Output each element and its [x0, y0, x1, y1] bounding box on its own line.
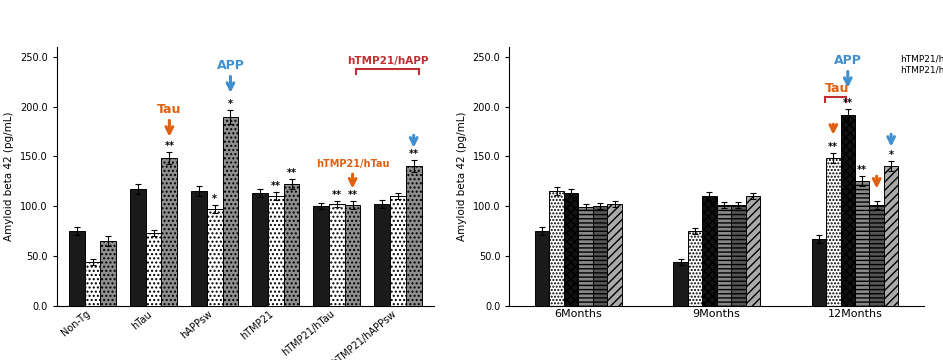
- Bar: [313, 206, 329, 306]
- Text: Tau: Tau: [824, 82, 849, 95]
- Bar: [855, 181, 869, 306]
- Text: **: **: [348, 190, 357, 200]
- Bar: [869, 205, 884, 306]
- Bar: [607, 204, 621, 306]
- Bar: [884, 166, 899, 306]
- Bar: [578, 207, 593, 306]
- Bar: [284, 184, 300, 306]
- Bar: [731, 205, 746, 306]
- Text: APP: APP: [217, 59, 244, 72]
- Bar: [746, 196, 760, 306]
- Text: APP: APP: [834, 54, 862, 67]
- Y-axis label: Amyloid beta 42 (pg/mL): Amyloid beta 42 (pg/mL): [5, 112, 14, 241]
- Bar: [593, 206, 607, 306]
- Bar: [190, 192, 207, 306]
- Bar: [812, 239, 826, 306]
- Bar: [550, 192, 564, 306]
- Bar: [673, 262, 687, 306]
- Bar: [564, 193, 578, 306]
- Bar: [130, 189, 145, 306]
- Bar: [687, 231, 703, 306]
- Text: *: *: [888, 150, 894, 161]
- Bar: [145, 233, 161, 306]
- Bar: [345, 205, 360, 306]
- Bar: [535, 231, 550, 306]
- Bar: [374, 204, 390, 306]
- Text: Tau: Tau: [157, 103, 182, 116]
- Text: **: **: [408, 149, 419, 159]
- Bar: [703, 196, 717, 306]
- Bar: [826, 158, 840, 306]
- Y-axis label: Amyloid beta 42 (pg/mL): Amyloid beta 42 (pg/mL): [457, 112, 467, 241]
- Bar: [390, 196, 405, 306]
- Text: *: *: [228, 99, 233, 109]
- Bar: [100, 241, 116, 306]
- Bar: [85, 262, 100, 306]
- Text: hTMP21/hTau: hTMP21/hTau: [316, 159, 389, 170]
- Text: **: **: [857, 165, 868, 175]
- Text: **: **: [287, 168, 296, 179]
- Text: **: **: [271, 181, 281, 192]
- Bar: [207, 209, 223, 306]
- Bar: [223, 117, 239, 306]
- Bar: [69, 231, 85, 306]
- Bar: [252, 193, 268, 306]
- Text: *: *: [212, 194, 217, 204]
- Bar: [161, 158, 177, 306]
- Text: hTMP21/hTau
hTMP21/hAPP: hTMP21/hTau hTMP21/hAPP: [900, 55, 943, 75]
- Text: **: **: [332, 190, 341, 200]
- Bar: [268, 196, 284, 306]
- Bar: [329, 204, 345, 306]
- Text: hTMP21/hAPP: hTMP21/hAPP: [347, 56, 428, 66]
- Text: **: **: [164, 141, 174, 152]
- Bar: [840, 114, 855, 306]
- Text: **: **: [828, 143, 838, 153]
- Bar: [717, 205, 731, 306]
- Bar: [405, 166, 422, 306]
- Text: **: **: [843, 98, 852, 108]
